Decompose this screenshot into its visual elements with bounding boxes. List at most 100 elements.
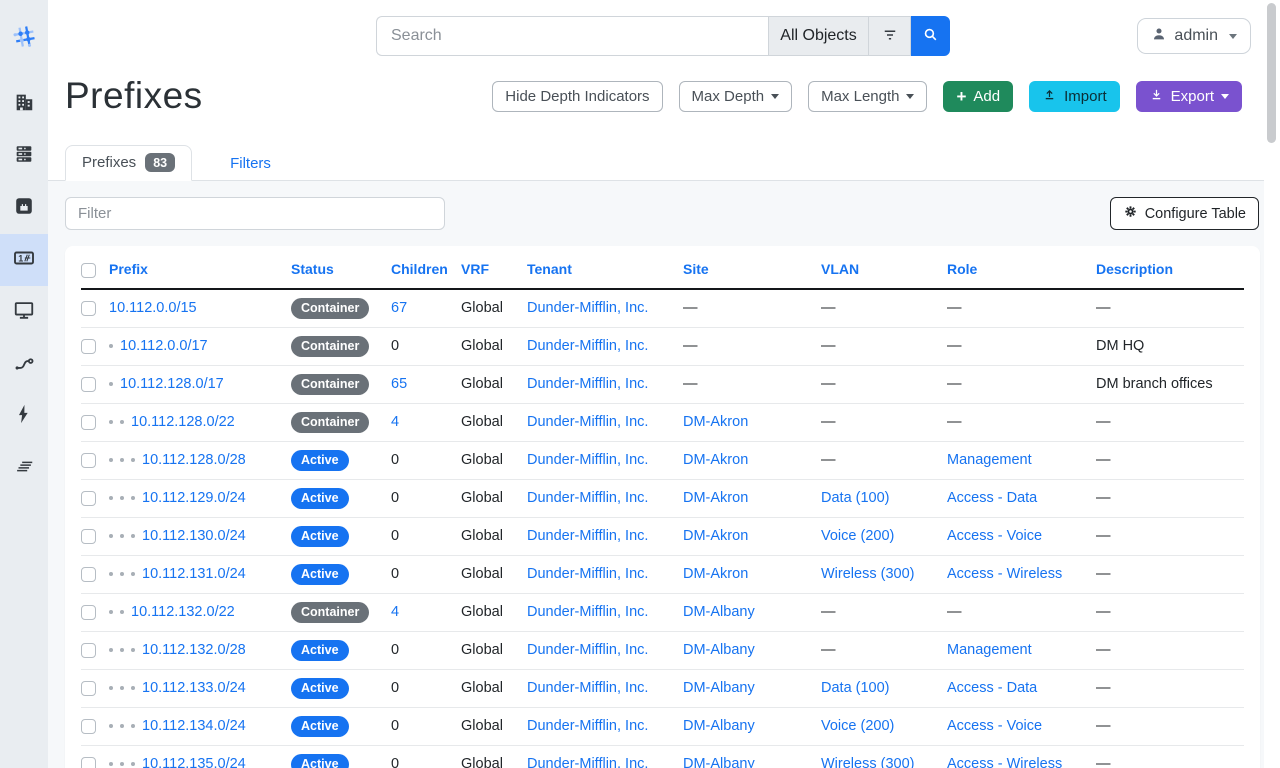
children-count-link[interactable]: 65 <box>391 376 408 393</box>
vlan-link[interactable]: Wireless (300) <box>821 566 915 583</box>
site-link[interactable]: DM-Albany <box>683 718 755 735</box>
column-sort-site[interactable]: Site <box>683 261 709 278</box>
site-link[interactable]: DM-Albany <box>683 756 755 768</box>
user-menu-button[interactable]: admin <box>1137 18 1251 54</box>
prefix-link[interactable]: 10.112.0.0/17 <box>120 338 208 355</box>
table-filter-input[interactable] <box>65 197 445 230</box>
max-depth-dropdown[interactable]: Max Depth <box>678 80 793 112</box>
site-link[interactable]: DM-Akron <box>683 528 749 545</box>
prefix-link[interactable]: 10.112.130.0/24 <box>142 528 246 545</box>
sidebar-item-virtualization[interactable] <box>0 286 48 338</box>
select-all-checkbox[interactable] <box>81 262 96 278</box>
vlan-link[interactable]: Voice (200) <box>821 718 895 735</box>
tenant-link[interactable]: Dunder-Mifflin, Inc. <box>527 680 649 697</box>
column-sort-vlan[interactable]: VLAN <box>821 261 860 278</box>
max-length-dropdown[interactable]: Max Length <box>808 80 928 112</box>
row-checkbox[interactable] <box>81 680 96 696</box>
configure-table-button[interactable]: Configure Table <box>1109 197 1259 230</box>
prefix-link[interactable]: 10.112.135.0/24 <box>142 756 246 768</box>
row-checkbox[interactable] <box>81 452 96 468</box>
column-sort-role[interactable]: Role <box>947 261 978 278</box>
row-checkbox[interactable] <box>81 414 96 430</box>
search-submit-button[interactable] <box>911 16 950 56</box>
prefix-link[interactable]: 10.112.134.0/24 <box>142 718 246 735</box>
prefix-link[interactable]: 10.112.0.0/15 <box>109 300 197 317</box>
site-link[interactable]: DM-Albany <box>683 642 755 659</box>
vlan-link[interactable]: Wireless (300) <box>821 756 915 768</box>
tenant-link[interactable]: Dunder-Mifflin, Inc. <box>527 566 649 583</box>
site-link[interactable]: DM-Albany <box>683 604 755 621</box>
children-count-link[interactable]: 4 <box>391 414 400 431</box>
column-sort-description[interactable]: Description <box>1096 261 1174 278</box>
prefix-link[interactable]: 10.112.128.0/22 <box>131 414 235 431</box>
row-checkbox[interactable] <box>81 376 96 392</box>
role-link[interactable]: Access - Wireless <box>947 566 1063 583</box>
add-button[interactable]: + Add <box>943 80 1014 112</box>
prefix-link[interactable]: 10.112.128.0/28 <box>142 452 246 469</box>
children-count-link[interactable]: 67 <box>391 300 408 317</box>
row-checkbox[interactable] <box>81 528 96 544</box>
vlan-link[interactable]: Data (100) <box>821 680 890 697</box>
row-checkbox[interactable] <box>81 566 96 582</box>
role-link[interactable]: Access - Wireless <box>947 756 1063 768</box>
site-link[interactable]: DM-Akron <box>683 490 749 507</box>
scrollbar-thumb[interactable] <box>1267 3 1276 143</box>
column-sort-tenant[interactable]: Tenant <box>527 261 572 278</box>
column-sort-status[interactable]: Status <box>291 261 334 278</box>
sidebar-item-ipam[interactable]: 1 <box>0 234 48 286</box>
sidebar-item-connections[interactable] <box>0 182 48 234</box>
row-checkbox[interactable] <box>81 718 96 734</box>
sidebar-item-devices[interactable] <box>0 130 48 182</box>
tenant-link[interactable]: Dunder-Mifflin, Inc. <box>527 718 649 735</box>
tenant-link[interactable]: Dunder-Mifflin, Inc. <box>527 528 649 545</box>
search-input[interactable] <box>376 16 768 56</box>
row-checkbox[interactable] <box>81 490 96 506</box>
column-sort-children[interactable]: Children <box>391 261 448 278</box>
children-count-link[interactable]: 4 <box>391 604 400 621</box>
site-link[interactable]: DM-Albany <box>683 680 755 697</box>
search-filter-button[interactable] <box>868 16 911 56</box>
tenant-link[interactable]: Dunder-Mifflin, Inc. <box>527 642 649 659</box>
tenant-link[interactable]: Dunder-Mifflin, Inc. <box>527 300 649 317</box>
row-checkbox[interactable] <box>81 604 96 620</box>
row-checkbox[interactable] <box>81 756 96 768</box>
role-link[interactable]: Access - Data <box>947 680 1038 697</box>
site-link[interactable]: DM-Akron <box>683 452 749 469</box>
row-checkbox[interactable] <box>81 338 96 354</box>
sidebar-item-misc[interactable] <box>0 442 48 494</box>
role-link[interactable]: Access - Voice <box>947 718 1043 735</box>
tenant-link[interactable]: Dunder-Mifflin, Inc. <box>527 490 649 507</box>
tenant-link[interactable]: Dunder-Mifflin, Inc. <box>527 756 649 768</box>
hide-depth-button[interactable]: Hide Depth Indicators <box>492 80 663 112</box>
tenant-link[interactable]: Dunder-Mifflin, Inc. <box>527 414 649 431</box>
role-link[interactable]: Access - Voice <box>947 528 1043 545</box>
tab-filters[interactable]: Filters <box>230 155 271 172</box>
tenant-link[interactable]: Dunder-Mifflin, Inc. <box>527 376 649 393</box>
vlan-link[interactable]: Voice (200) <box>821 528 895 545</box>
prefix-link[interactable]: 10.112.133.0/24 <box>142 680 246 697</box>
tab-prefixes[interactable]: Prefixes 83 <box>65 145 193 181</box>
tenant-link[interactable]: Dunder-Mifflin, Inc. <box>527 604 649 621</box>
role-link[interactable]: Access - Data <box>947 490 1038 507</box>
prefix-link[interactable]: 10.112.129.0/24 <box>142 490 246 507</box>
export-dropdown[interactable]: Export <box>1135 80 1242 112</box>
row-checkbox[interactable] <box>81 642 96 658</box>
role-link[interactable]: Management <box>947 452 1032 469</box>
prefix-link[interactable]: 10.112.132.0/28 <box>142 642 246 659</box>
row-checkbox[interactable] <box>81 300 96 316</box>
sidebar-item-organization[interactable] <box>0 78 48 130</box>
prefix-link[interactable]: 10.112.132.0/22 <box>131 604 235 621</box>
role-link[interactable]: Management <box>947 642 1032 659</box>
sidebar-item-power[interactable] <box>0 390 48 442</box>
column-sort-prefix[interactable]: Prefix <box>109 261 148 278</box>
import-button[interactable]: Import <box>1029 80 1120 112</box>
tenant-link[interactable]: Dunder-Mifflin, Inc. <box>527 338 649 355</box>
prefix-link[interactable]: 10.112.131.0/24 <box>142 566 246 583</box>
sidebar-item-home[interactable] <box>0 12 48 64</box>
site-link[interactable]: DM-Akron <box>683 414 749 431</box>
sidebar-item-circuits[interactable] <box>0 338 48 390</box>
column-sort-vrf[interactable]: VRF <box>461 261 489 278</box>
site-link[interactable]: DM-Akron <box>683 566 749 583</box>
vlan-link[interactable]: Data (100) <box>821 490 890 507</box>
search-scope-button[interactable]: All Objects <box>768 16 868 56</box>
